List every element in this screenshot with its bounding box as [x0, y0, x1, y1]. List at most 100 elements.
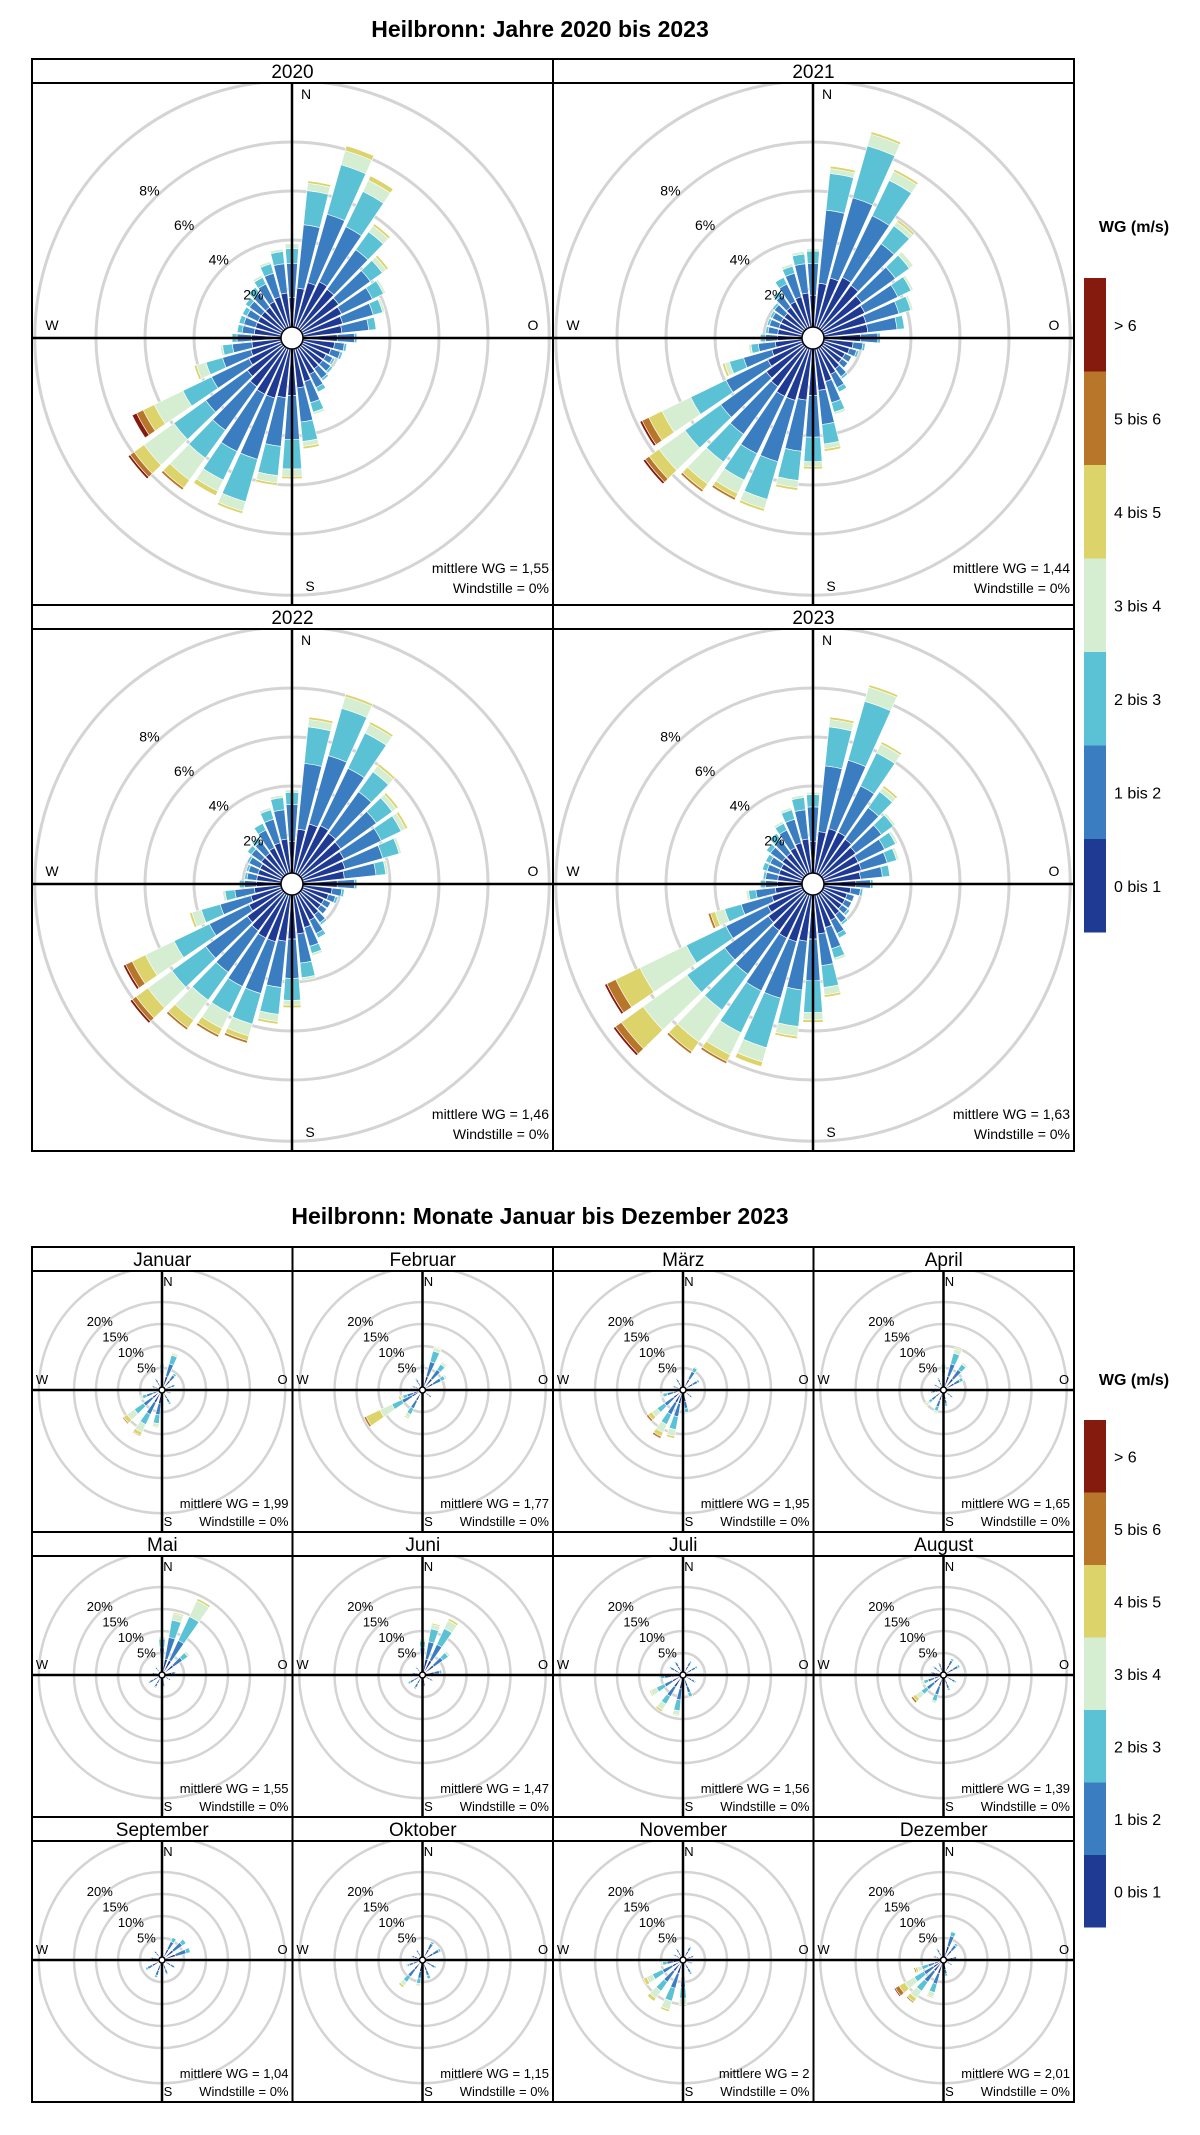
center-hub	[679, 1386, 687, 1394]
rose-bar-segment	[301, 975, 317, 981]
mean-speed-label: mittlere WG = 1,56	[701, 1781, 810, 1796]
panel-label: Mai	[147, 1535, 178, 1556]
rose-bar-segment	[154, 1666, 157, 1669]
compass-label-south: S	[945, 2084, 954, 2099]
legend-label: > 6	[1114, 1449, 1137, 1466]
rose-bar-segment	[270, 797, 285, 812]
compass-label-east: O	[798, 1942, 808, 1957]
compass-label-west: W	[45, 863, 59, 879]
legend-color-swatch	[1084, 839, 1106, 933]
compass-label-east: O	[277, 1372, 287, 1387]
compass-label-east: O	[538, 1657, 548, 1672]
rose-bar-segment	[666, 1031, 693, 1055]
rose-bar-segment	[325, 365, 334, 374]
center-hub	[939, 1386, 948, 1394]
ring-label: 20%	[608, 1599, 634, 1614]
rose-bar-segment	[943, 1677, 948, 1685]
ring-label: 2%	[243, 832, 263, 848]
rose-bar-segment	[870, 131, 902, 146]
rose-bar-segment	[935, 1947, 939, 1951]
rose-bar-segment	[765, 853, 774, 864]
ring-label: 15%	[884, 1614, 910, 1629]
rose-bar-segment	[131, 412, 150, 439]
rose-bar-segment	[738, 499, 766, 512]
rose-bar-segment	[836, 383, 848, 393]
rose-bar-segment	[162, 1392, 168, 1400]
rose-bar-segment	[383, 859, 389, 875]
compass-label-north: N	[945, 1844, 954, 1859]
rose-bar-segment	[683, 1677, 689, 1687]
rose-bar-segment	[363, 1415, 372, 1428]
compass-label-west: W	[36, 1372, 49, 1387]
rose-bar-segment	[748, 343, 753, 355]
rose-bar-segment	[427, 1394, 432, 1399]
rose-bar-segment	[259, 984, 282, 1015]
legend-label: 4 bis 5	[1114, 1594, 1161, 1611]
rose-bar-segment	[692, 1954, 695, 1958]
panel-label: August	[914, 1535, 974, 1556]
calm-label: Windstille = 0%	[720, 2084, 810, 2099]
rose-bar-segment	[127, 454, 150, 480]
ring-label: 5%	[398, 1930, 417, 1945]
rose-bar-segment	[905, 294, 914, 311]
compass-label-east: O	[277, 1942, 287, 1957]
rose-bar-segment	[646, 1992, 657, 2002]
mean-speed-label: mittlere WG = 1,15	[440, 2066, 549, 2081]
calm-label: Windstille = 0%	[460, 1799, 550, 1814]
center-hub	[418, 1671, 427, 1679]
legend-label: 1 bis 2	[1114, 1812, 1161, 1829]
rose-bar-segment	[332, 895, 339, 904]
rose-bar-segment	[155, 1403, 162, 1416]
rose-bar-segment	[170, 1936, 177, 1944]
ring-label: 10%	[118, 1345, 144, 1360]
ring-label: 20%	[608, 1314, 634, 1329]
rose-bar-segment	[423, 1685, 426, 1688]
compass-label-south: S	[685, 1514, 694, 1529]
rose-bar-segment	[944, 1398, 948, 1405]
rose-bar-segment	[937, 1661, 941, 1665]
rose-bar-segment	[851, 341, 864, 351]
rose-bar-segment	[153, 1685, 157, 1689]
center-hub	[280, 872, 304, 896]
rose-bar-segment	[366, 316, 377, 331]
calm-label: Windstille = 0%	[981, 1799, 1071, 1814]
rose-bar-segment	[377, 297, 386, 313]
rose-bar-segment	[891, 846, 900, 861]
rose-bar-segment	[745, 890, 751, 901]
rose-bar-segment	[138, 1395, 142, 1401]
ring-label: 15%	[102, 1614, 128, 1629]
panel-label: März	[662, 1250, 704, 1271]
panel-label: Dezember	[900, 1820, 988, 1841]
rose-bar-segment	[950, 1395, 954, 1399]
panel-label: September	[116, 1820, 210, 1841]
ring-label: 15%	[363, 1614, 389, 1629]
rose-bar-segment	[672, 1384, 675, 1388]
ring-label: 5%	[919, 1360, 938, 1375]
rose-bar-segment	[337, 351, 344, 360]
compass-label-west: W	[45, 317, 59, 333]
rose-bar-segment	[829, 165, 856, 174]
rose-bar-segment	[933, 1383, 936, 1387]
compass-label-west: W	[557, 1372, 570, 1387]
ring-label: 5%	[137, 1645, 156, 1660]
ring-label: 20%	[868, 1884, 894, 1899]
rose-bar-segment	[149, 1956, 152, 1960]
rose-bar-segment	[946, 1687, 951, 1692]
rose-bar-segment	[333, 342, 345, 352]
panel-label: 2023	[792, 608, 834, 629]
rose-bar-segment	[954, 1347, 963, 1352]
rose-bar-segment	[668, 1665, 672, 1670]
compass-label-north: N	[163, 1274, 172, 1289]
rose-bar-segment	[376, 763, 396, 780]
rose-bar-segment	[162, 1962, 167, 1970]
center-hub	[679, 1671, 687, 1679]
rose-bar-segment	[893, 168, 919, 186]
rose-bar-segment	[791, 251, 805, 257]
rose-bar-segment	[833, 407, 847, 415]
mean-speed-label: mittlere WG = 2,01	[961, 2066, 1070, 2081]
rose-bar-segment	[680, 471, 704, 493]
panel-frame	[812, 1816, 1075, 2103]
